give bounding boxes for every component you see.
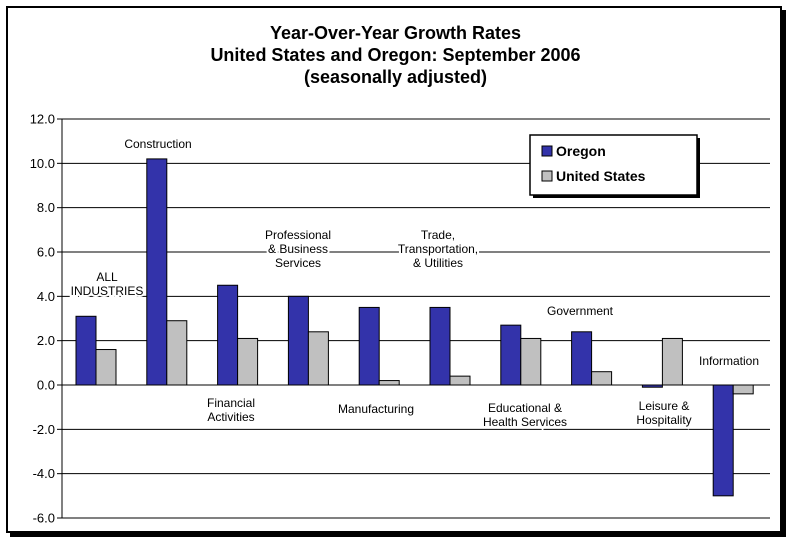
y-tick-label-5: 2.0 — [37, 333, 55, 348]
y-tick-label-9: -6.0 — [33, 511, 55, 526]
y-tick-label-0: 12.0 — [30, 112, 55, 127]
bar-oregon-6 — [500, 324, 522, 386]
bar-united-states-3 — [307, 331, 329, 386]
chart-title: Year-Over-Year Growth Rates United State… — [0, 22, 791, 88]
category-label-1-line-0: Construction — [124, 137, 191, 151]
y-tick-label-3: 6.0 — [37, 245, 55, 260]
bar-oregon-7 — [571, 331, 593, 386]
bar-oregon-0 — [75, 315, 97, 386]
bar-united-states-2 — [237, 337, 259, 386]
bar-oregon-4 — [358, 306, 380, 386]
bar-oregon-8 — [641, 384, 663, 388]
bar-united-states-5 — [449, 375, 471, 386]
category-label-3-line-0: Professional — [265, 228, 331, 242]
category-label-6-line-0: Educational & — [488, 401, 562, 415]
category-label-0-line-1: INDUSTRIES — [71, 284, 144, 298]
category-label-3-line-2: Services — [275, 256, 321, 270]
y-tick-label-8: -4.0 — [33, 466, 55, 481]
category-label-5-line-1: Transportation, — [398, 242, 478, 256]
category-label-7-line-0: Government — [547, 304, 614, 318]
chart-frame — [6, 6, 782, 533]
bar-united-states-0 — [95, 349, 117, 386]
y-tick-label-7: -2.0 — [33, 422, 55, 437]
bar-oregon-1 — [146, 158, 168, 386]
category-label-9-line-0: Information — [699, 354, 759, 368]
legend-swatch-oregon — [541, 145, 553, 157]
legend-box — [529, 134, 698, 196]
category-label-5-line-0: Trade, — [421, 228, 455, 242]
bar-oregon-5 — [429, 306, 451, 386]
bar-united-states-9 — [732, 384, 754, 395]
category-label-8-line-1: Hospitality — [636, 413, 691, 427]
y-tick-label-2: 8.0 — [37, 200, 55, 215]
bar-united-states-1 — [166, 320, 188, 386]
y-tick-label-1: 10.0 — [30, 156, 55, 171]
legend-label-oregon: Oregon — [556, 143, 606, 159]
bar-united-states-4 — [378, 380, 400, 386]
category-label-0-line-0: ALL — [96, 270, 118, 284]
y-tick-label-6: 0.0 — [37, 378, 55, 393]
y-tick-label-4: 4.0 — [37, 289, 55, 304]
bar-united-states-6 — [520, 337, 542, 386]
chart-title-line-3: (seasonally adjusted) — [303, 67, 488, 87]
bar-oregon-2 — [217, 284, 239, 386]
category-label-3-line-1: & Business — [268, 242, 328, 256]
category-label-4-line-0: Manufacturing — [338, 402, 414, 416]
category-label-2-line-1: Activities — [207, 410, 254, 424]
category-label-5-line-2: & Utilities — [413, 256, 463, 270]
category-label-8-line-0: Leisure & — [639, 399, 690, 413]
bar-oregon-3 — [287, 295, 309, 386]
bar-united-states-7 — [591, 371, 613, 386]
legend-label-united-states: United States — [556, 168, 646, 184]
bar-united-states-8 — [661, 337, 683, 386]
legend-swatch-united-states — [541, 170, 553, 182]
chart-title-line-2: United States and Oregon: September 2006 — [210, 45, 581, 65]
bar-oregon-9 — [712, 384, 734, 497]
category-label-2-line-0: Financial — [207, 396, 255, 410]
chart-title-line-1: Year-Over-Year Growth Rates — [269, 23, 522, 43]
category-label-6-line-1: Health Services — [483, 415, 567, 429]
